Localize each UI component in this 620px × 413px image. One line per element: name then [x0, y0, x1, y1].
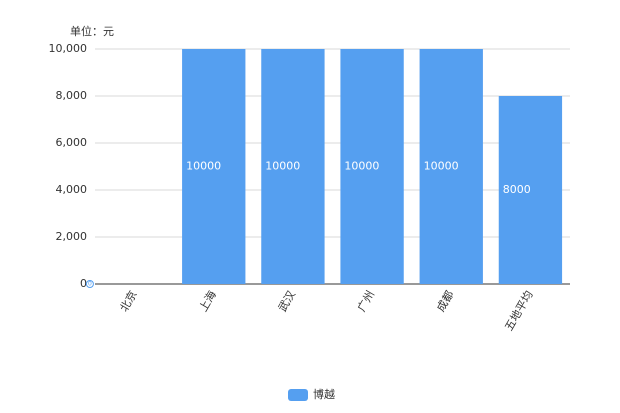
x-tick-label: 广州 — [355, 289, 377, 315]
data-label: 8000 — [503, 183, 531, 196]
y-tick-label: 0 — [80, 277, 87, 290]
x-tick-label: 成都 — [434, 289, 456, 315]
unit-label: 单位：元 — [70, 24, 114, 38]
bar — [340, 49, 404, 284]
data-label: 10000 — [265, 160, 300, 173]
y-tick-label: 4,000 — [56, 183, 88, 196]
legend-label: 博越 — [313, 387, 335, 401]
legend-swatch — [288, 389, 308, 401]
y-tick-label: 6,000 — [56, 136, 88, 149]
bar — [498, 96, 563, 284]
bar — [261, 49, 325, 284]
x-tick-label: 上海 — [196, 288, 219, 314]
y-tick-label: 10,000 — [49, 42, 88, 55]
zero-marker — [85, 280, 94, 288]
data-label: 10000 — [186, 160, 221, 173]
x-tick-label: 北京 — [117, 288, 140, 314]
y-tick-label: 2,000 — [56, 230, 88, 243]
data-label: 0 — [88, 281, 92, 288]
bar — [182, 49, 246, 284]
x-tick-label: 五地平均 — [502, 289, 535, 334]
y-tick-label: 8,000 — [56, 89, 88, 102]
x-tick-label: 武汉 — [276, 289, 298, 315]
data-label: 10000 — [344, 160, 379, 173]
bar — [419, 49, 483, 284]
data-label: 10000 — [424, 160, 459, 173]
